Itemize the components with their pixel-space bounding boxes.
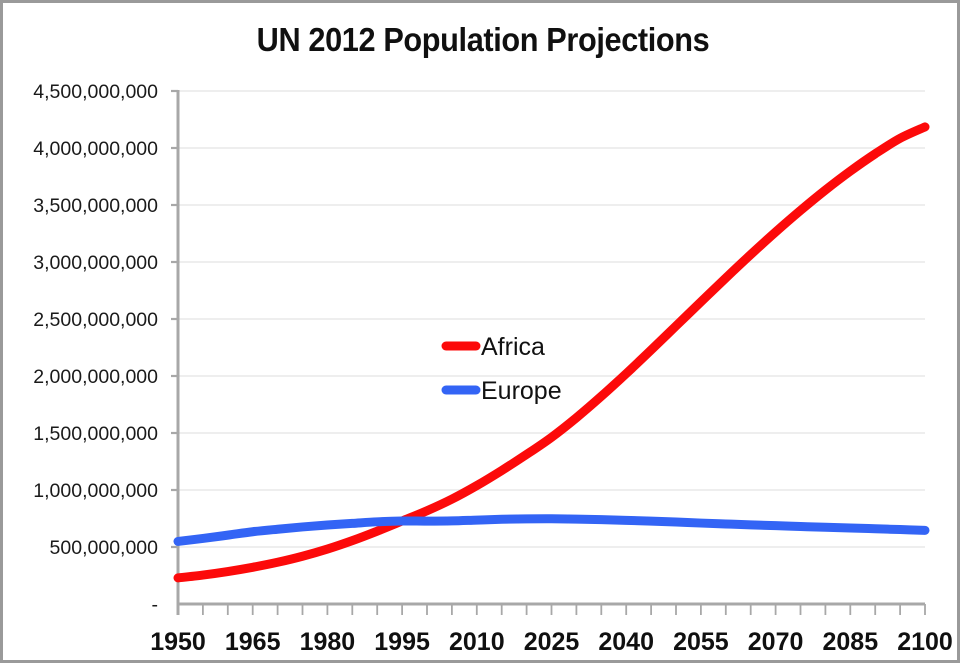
y-axis-tick-label: 4,500,000,000	[33, 81, 158, 103]
x-axis-tick-label: 1980	[300, 628, 356, 656]
y-axis-tick-label: 4,000,000,000	[33, 138, 158, 160]
x-axis-labels: 1950 1965 1980 1995 2010 2025 2040 2055 2070 2085…	[150, 628, 953, 656]
y-axis-labels: 4,500,000,000 4,000,000,000 3,500,000,000 3…	[33, 81, 158, 616]
series-line-africa	[173, 122, 930, 583]
x-axis-tick-label: 2055	[673, 628, 729, 656]
x-axis-tick-label: 1995	[374, 628, 430, 656]
chart-plot-area: 4,500,000,000 4,000,000,000 3,500,000,000 3…	[33, 81, 953, 656]
y-axis-tick-label: 3,000,000,000	[33, 252, 158, 274]
x-axis-tick-label: 2085	[822, 628, 878, 656]
chart-legend: Africa Europe	[441, 333, 562, 405]
y-axis-tick-label: -	[152, 594, 159, 616]
x-axis-tick-label: 2040	[598, 628, 654, 656]
y-axis-tick-label: 500,000,000	[50, 537, 159, 559]
y-axis-tick-label: 2,000,000,000	[33, 366, 158, 388]
chart-title: UN 2012 Population Projections	[256, 21, 710, 58]
y-axis-tick-label: 1,500,000,000	[33, 423, 158, 445]
legend-label-europe: Europe	[481, 377, 562, 405]
x-axis-tick-label: 1965	[225, 628, 281, 656]
x-minor-ticks	[177, 604, 926, 615]
x-axis-tick-label: 1950	[150, 628, 206, 656]
series-line-europe	[173, 514, 930, 546]
x-axis-tick-label: 2100	[897, 628, 953, 656]
x-axis-tick-label: 2010	[449, 628, 505, 656]
gridlines	[178, 90, 925, 548]
y-axis-tick-label: 1,000,000,000	[33, 480, 158, 502]
y-axis-tick-label: 3,500,000,000	[33, 195, 158, 217]
x-axis-tick-label: 2025	[524, 628, 580, 656]
data-series	[173, 122, 930, 583]
legend-label-africa: Africa	[481, 333, 545, 361]
axis-lines	[176, 90, 925, 615]
y-tick-marks	[171, 89, 178, 549]
x-axis-tick-label: 2070	[748, 628, 804, 656]
y-axis-tick-label: 2,500,000,000	[33, 309, 158, 331]
